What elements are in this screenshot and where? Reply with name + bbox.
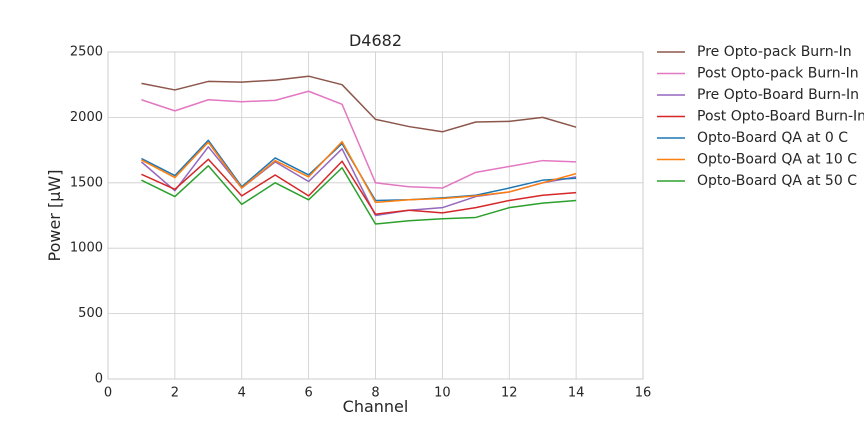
series-line — [141, 75, 577, 133]
x-tick-label: 6 — [304, 386, 312, 401]
x-axis-label: Channel — [343, 397, 409, 416]
plot-frame — [107, 51, 644, 380]
series-lines — [140, 75, 577, 225]
y-tick-label: 0 — [95, 372, 103, 387]
y-tick-label: 1000 — [70, 241, 103, 256]
x-tick-label: 4 — [238, 386, 246, 401]
legend-label: Post Opto-pack Burn-In — [697, 66, 859, 82]
x-tick-label: 0 — [104, 386, 112, 401]
legend-label: Post Opto-Board Burn-In — [697, 109, 864, 125]
x-tick-labels: 0 2 4 6 8 10 12 14 16 — [104, 386, 651, 401]
x-tick-label: 14 — [568, 386, 585, 401]
series-line — [141, 140, 577, 204]
y-tick-label: 500 — [78, 306, 103, 321]
x-tick-label: 16 — [635, 386, 652, 401]
x-tick-label: 10 — [434, 386, 451, 401]
legend-label: Pre Opto-Board Burn-In — [697, 87, 859, 103]
y-tick-label: 2500 — [70, 45, 103, 60]
chart-title: D4682 — [349, 31, 402, 50]
y-tick-label: 2000 — [70, 110, 103, 125]
y-axis-label: Power [μW] — [45, 170, 64, 262]
legend: Pre Opto-pack Burn-In Post Opto-pack Burn… — [657, 44, 864, 189]
x-tick-label: 2 — [171, 386, 179, 401]
legend-label: Opto-Board QA at 0 C — [697, 130, 848, 146]
series-line — [141, 165, 577, 225]
legend-label: Opto-Board QA at 10 C — [697, 152, 857, 168]
legend-label: Opto-Board QA at 50 C — [697, 173, 857, 189]
series-line — [141, 90, 577, 189]
y-tick-label: 1500 — [70, 175, 103, 190]
x-tick-label: 8 — [371, 386, 379, 401]
y-tick-labels: 0 500 1000 1500 2000 2500 — [70, 45, 103, 387]
legend-label: Pre Opto-pack Burn-In — [697, 44, 852, 60]
series-line — [141, 158, 577, 215]
x-tick-label: 12 — [501, 386, 518, 401]
